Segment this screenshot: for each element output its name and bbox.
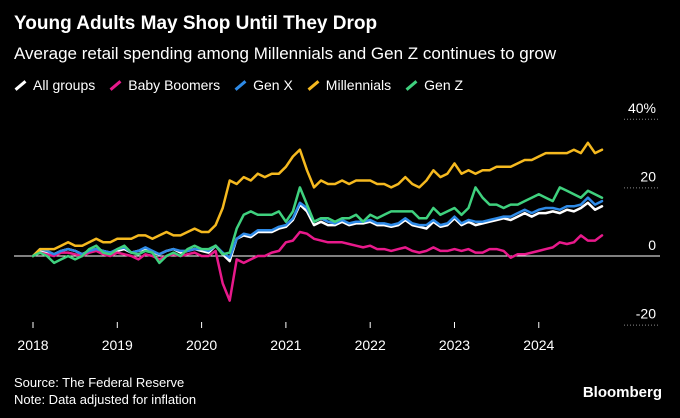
chart-legend: All groups Baby Boomers Gen X Millennials Ge…: [14, 77, 477, 93]
legend-label: Baby Boomers: [128, 77, 221, 93]
x-tick-label: 2020: [186, 337, 217, 353]
series-line-millennials: [31, 141, 604, 258]
legend-item-gen-z: Gen Z: [405, 77, 463, 93]
x-tick-label: 2023: [439, 337, 470, 353]
legend-label: Gen Z: [424, 77, 464, 93]
series-line-gen-z: [31, 186, 604, 265]
bloomberg-logo: Bloomberg: [582, 384, 662, 401]
series-line-baby-boomers: [31, 230, 604, 302]
legend-item-all-groups: All groups: [14, 77, 95, 93]
legend-label: All groups: [33, 77, 96, 93]
inflation-note: Note: Data adjusted for inflation: [14, 392, 197, 407]
legend-label: Millennials: [325, 77, 392, 93]
x-tick-label: 2019: [102, 337, 133, 353]
legend-item-baby-boomers: Baby Boomers: [109, 77, 220, 93]
chart-title: Young Adults May Shop Until They Drop: [14, 13, 378, 34]
source-note: Source: The Federal Reserve: [14, 375, 185, 390]
y-tick-label: 0: [648, 237, 656, 253]
chart-subtitle: Average retail spending among Millennial…: [14, 44, 557, 63]
legend-label: Gen X: [253, 77, 293, 93]
y-tick-label: 40%: [628, 100, 656, 116]
x-tick-label: 2022: [355, 337, 386, 353]
legend-item-gen-x: Gen X: [234, 77, 293, 93]
chart-footer: Source: The Federal Reserve Note: Data a…: [14, 374, 196, 408]
y-tick-label: -20: [636, 306, 656, 322]
y-tick-label: 20: [640, 168, 656, 184]
x-tick-label: 2024: [523, 337, 554, 353]
legend-item-millennials: Millennials: [307, 77, 391, 93]
x-tick-label: 2018: [17, 337, 48, 353]
x-tick-label: 2021: [270, 337, 301, 353]
